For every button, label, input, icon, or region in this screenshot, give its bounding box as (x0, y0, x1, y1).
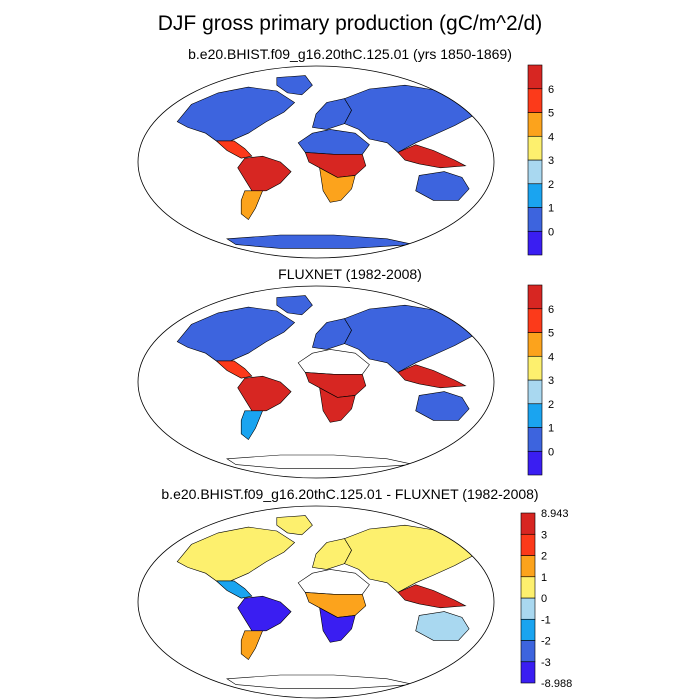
region-greenland (276, 75, 313, 96)
colorbar-segment (520, 533, 536, 556)
colorbar-label: 1 (548, 423, 554, 435)
region-central-america (215, 360, 253, 379)
colorbar-segment (527, 379, 543, 405)
colorbar-segment (527, 135, 543, 161)
colorbar-segment (520, 576, 536, 599)
colorbar-segment (527, 450, 543, 476)
colorbar-segment (527, 308, 543, 333)
colorbar-label: 4 (548, 131, 554, 143)
colorbar-segment (527, 332, 543, 357)
colorbar-label: -3 (541, 657, 551, 669)
colorbar-segment (527, 207, 543, 232)
colorbar-segment (520, 555, 536, 578)
colorbar-label: 3 (548, 155, 554, 167)
region-central-america (215, 580, 253, 599)
region-patagonia (240, 190, 264, 221)
colorbar-label: 5 (548, 328, 554, 340)
colorbar-label: 4 (548, 351, 554, 363)
colorbar-segment (527, 183, 543, 208)
colorbar-segment (520, 512, 536, 535)
colorbar-label: 8.943 (541, 508, 569, 520)
region-patagonia (240, 630, 264, 661)
colorbar-label: -1 (541, 614, 551, 626)
region-africa-south (319, 607, 356, 643)
region-se-asia (397, 364, 467, 389)
region-australia (415, 171, 470, 201)
colorbar-label: 1 (541, 572, 547, 584)
colorbar-label: 0 (541, 593, 547, 605)
region-south-america (237, 375, 292, 412)
region-north-america (176, 306, 296, 362)
colorbar-label: -8.988 (541, 678, 572, 690)
colorbar-segment (527, 403, 543, 428)
map-panel-2 (137, 285, 495, 479)
region-se-asia (397, 584, 467, 609)
map-panel-3 (137, 505, 495, 699)
region-africa-south (319, 387, 356, 423)
region-patagonia (240, 410, 264, 441)
colorbar-segment (527, 112, 543, 137)
region-greenland (276, 515, 313, 536)
colorbar-segment (527, 284, 543, 310)
colorbar-segment (520, 618, 536, 641)
colorbar-label: 2 (548, 399, 554, 411)
colorbar-segment (527, 230, 543, 256)
region-south-america (237, 595, 292, 632)
colorbar-1: 0 1 2 3 4 5 6 (527, 64, 554, 256)
map-panel-1 (137, 65, 495, 259)
map-border (137, 285, 495, 479)
colorbar-segment (520, 597, 536, 620)
colorbar-2: 0 1 2 3 4 5 6 (527, 284, 554, 476)
panel-1-title: b.e20.BHIST.f09_g16.20thC.125.01 (yrs 18… (188, 46, 512, 62)
colorbar-label: 1 (548, 203, 554, 215)
colorbar-label: 0 (548, 446, 554, 458)
region-greenland (276, 295, 313, 316)
region-africa-south (319, 167, 356, 203)
region-australia (415, 611, 470, 641)
region-se-asia (397, 144, 467, 169)
colorbar-segment (527, 159, 543, 185)
colorbar-label: 3 (548, 375, 554, 387)
region-asia (344, 84, 477, 153)
colorbar-segment (527, 88, 543, 113)
region-asia (344, 304, 477, 373)
colorbar-label: 6 (548, 84, 554, 96)
panel-3-title: b.e20.BHIST.f09_g16.20thC.125.01 - FLUXN… (161, 486, 539, 502)
colorbar-label: 0 (548, 226, 554, 238)
colorbar-segment (527, 355, 543, 381)
region-south-america (237, 155, 292, 192)
region-australia (415, 391, 470, 421)
region-north-america (176, 86, 296, 142)
colorbar-3: -8.988 -3 -2 -1 0 1 2 3 8.943 (520, 508, 572, 690)
region-north-america (176, 526, 296, 582)
panel-2-title: FLUXNET (1982-2008) (278, 266, 422, 282)
colorbar-segment (520, 661, 536, 684)
colorbar-segment (520, 640, 536, 663)
colorbar-segment (527, 427, 543, 452)
colorbar-label: 2 (541, 551, 547, 563)
region-asia (344, 524, 477, 593)
colorbar-label: -2 (541, 636, 551, 648)
map-border (137, 505, 495, 699)
map-border (137, 65, 495, 259)
colorbar-label: 6 (548, 304, 554, 316)
figure-title: DJF gross primary production (gC/m^2/d) (157, 12, 543, 35)
colorbar-label: 5 (548, 108, 554, 120)
region-central-america (215, 140, 253, 159)
colorbar-segment (527, 64, 543, 90)
colorbar-label: 2 (548, 179, 554, 191)
colorbar-label: 3 (541, 529, 547, 541)
